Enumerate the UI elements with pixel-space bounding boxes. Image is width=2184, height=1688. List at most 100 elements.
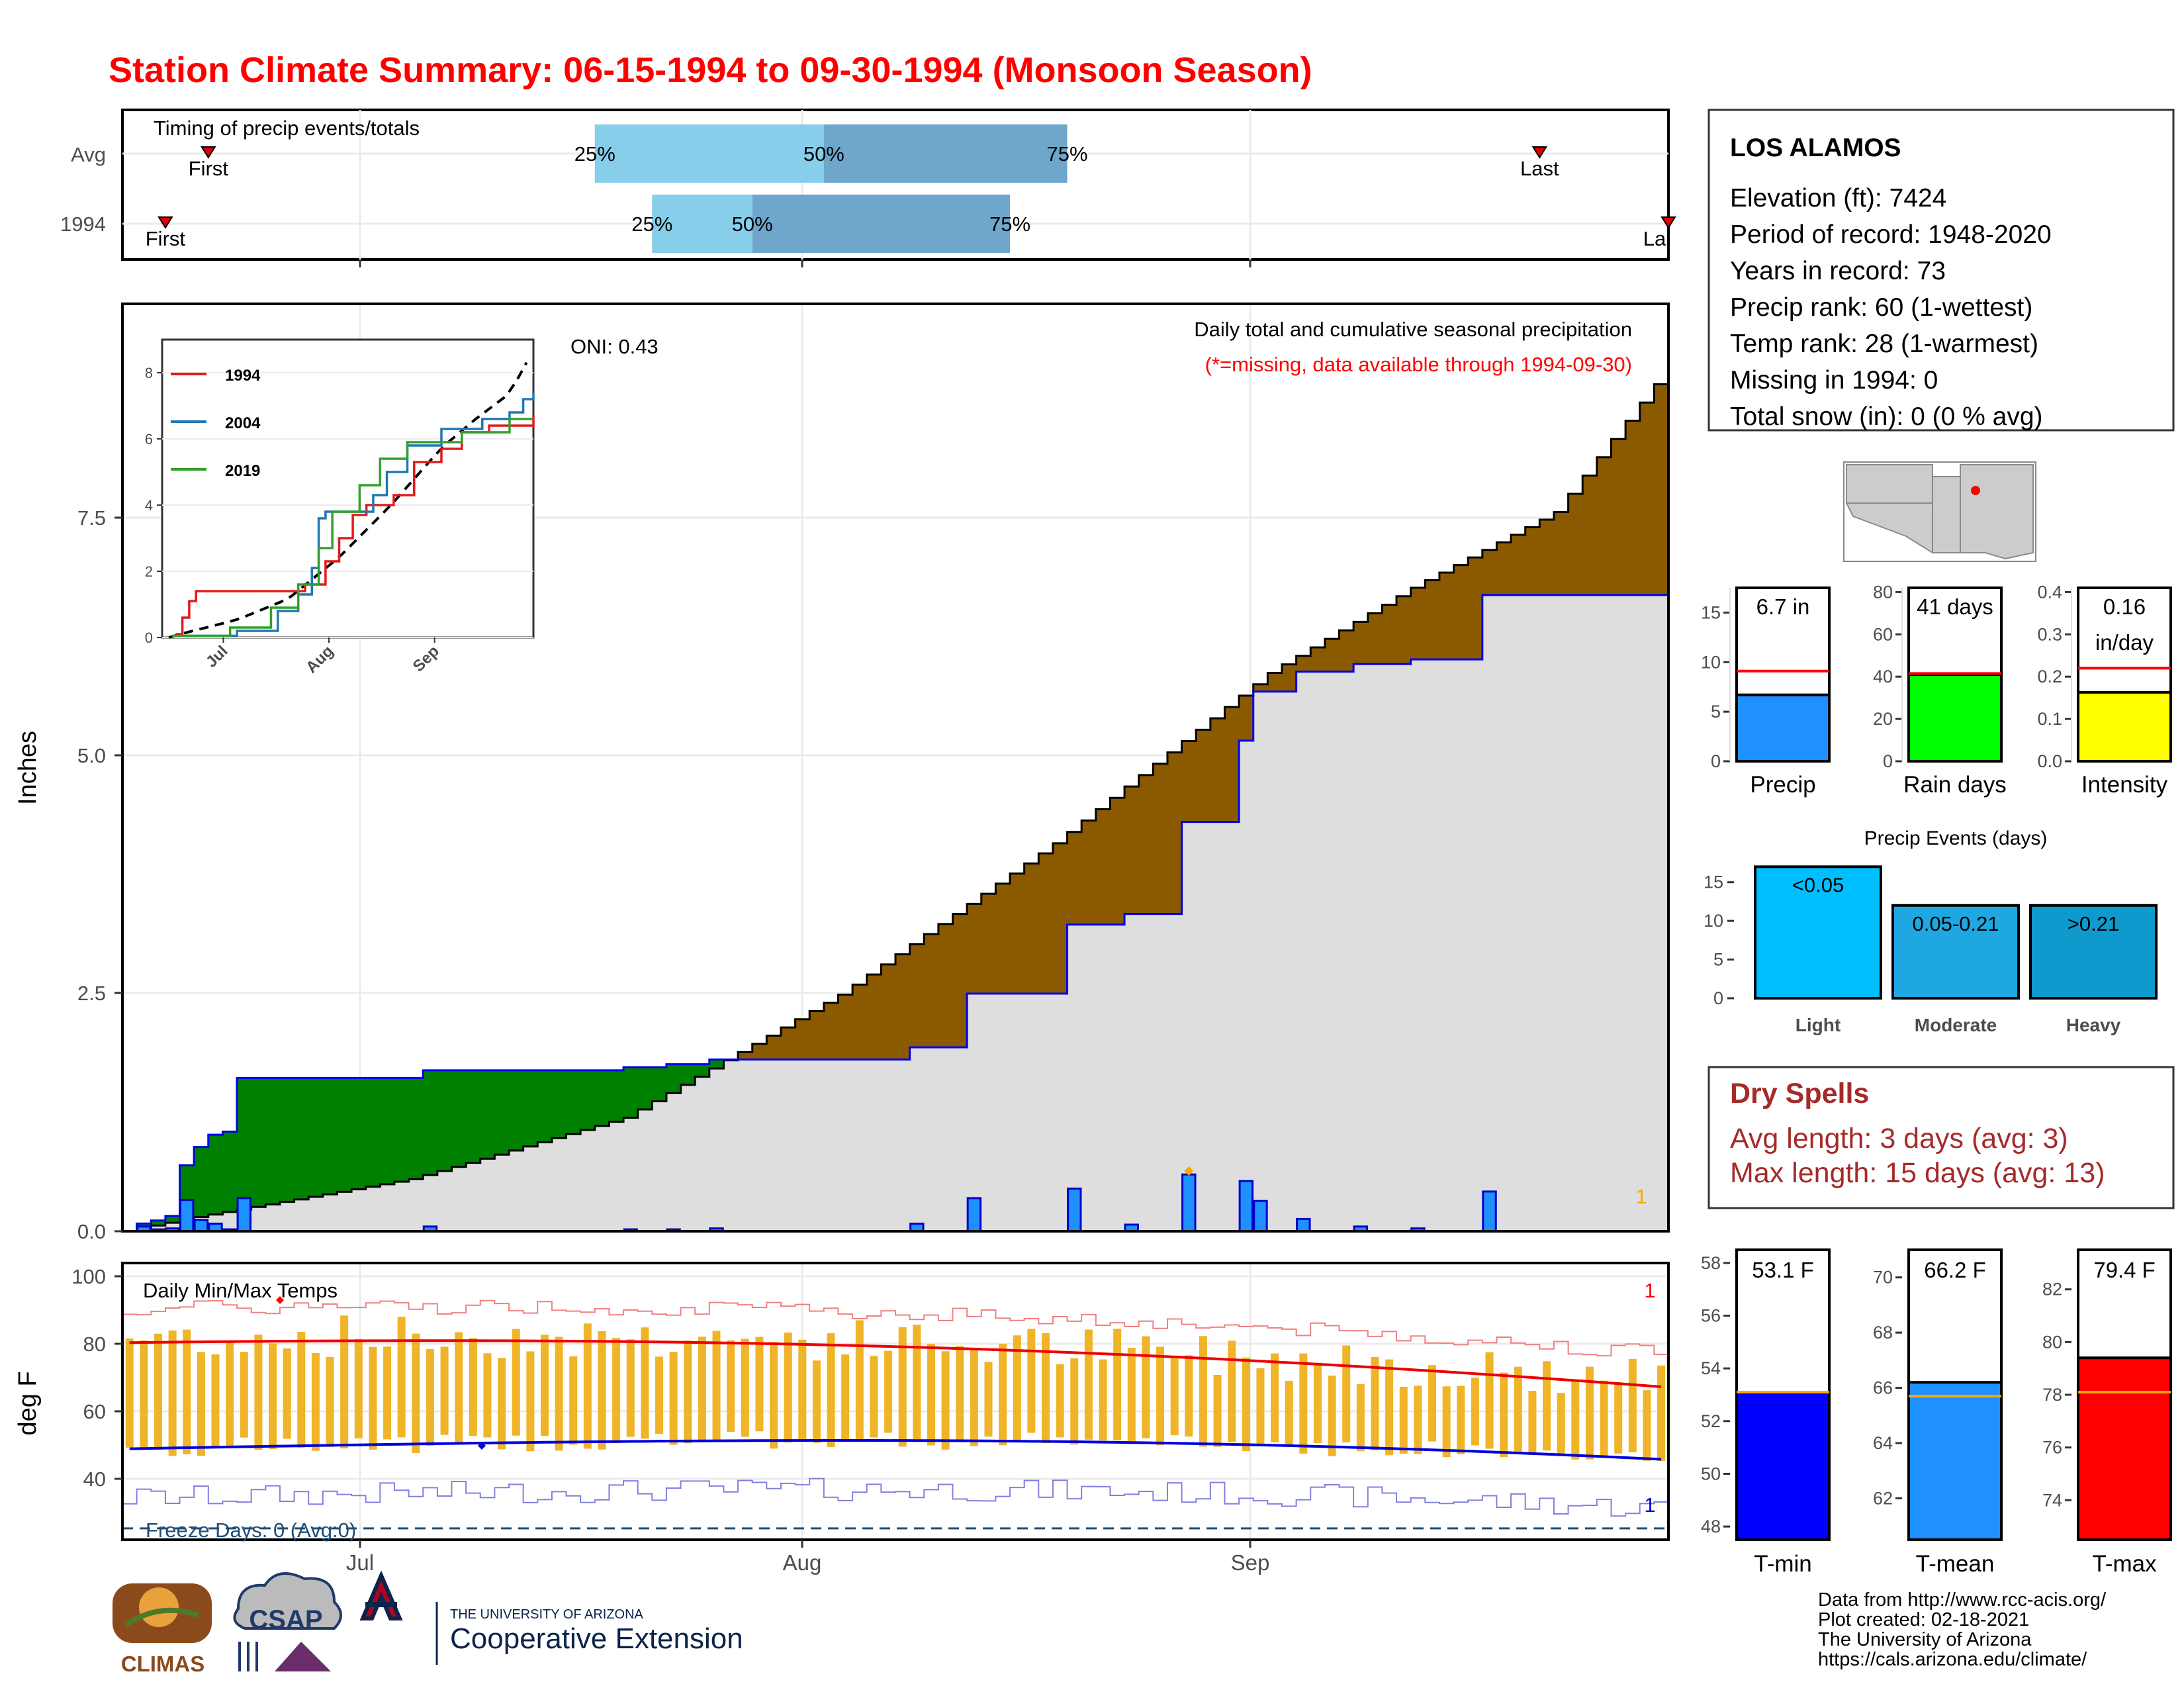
precip-events-chart: Precip Events (days) 0 5 10 15 <0.05 Light 0.0… xyxy=(1704,827,2173,1035)
inset-y-tick-label: 6 xyxy=(145,431,153,447)
inset-y-tick-label: 2 xyxy=(145,563,153,580)
daily-temp-range-bar xyxy=(469,1338,477,1436)
daily-temp-range-bar xyxy=(297,1331,306,1448)
station-name: LOS ALAMOS xyxy=(1730,134,1901,162)
precip-y-axis: 0.0 2.5 5.0 7.5 xyxy=(77,506,122,1243)
daily-temp-range-bar xyxy=(956,1346,964,1440)
daily-temp-range-bar xyxy=(1528,1391,1537,1454)
summary-bar-tick: 80 xyxy=(1873,582,1893,602)
dry-spells-avg: Avg length: 3 days (avg: 3) xyxy=(1730,1123,2068,1154)
date-x-axis: Jul Aug Sep xyxy=(346,1540,1269,1575)
daily-temp-range-bar xyxy=(798,1339,807,1442)
temp-y-tick-label: 80 xyxy=(83,1333,106,1356)
inset-y-tick-label: 8 xyxy=(145,365,153,381)
temp-summary-tick: 76 xyxy=(2042,1438,2062,1458)
daily-temp-range-bar xyxy=(1371,1356,1379,1451)
event-bar-moderate xyxy=(1891,904,2020,1000)
daily-temp-range-bar xyxy=(311,1352,320,1451)
first-event-marker xyxy=(158,216,173,229)
precip-panel: 0.0 2.5 5.0 7.5 Inches ONI: 0.43 Daily tota… xyxy=(14,303,1670,1243)
daily-temp-range-bar xyxy=(970,1348,978,1446)
station-detail-line: Total snow (in): 0 (0 % avg) xyxy=(1730,402,2043,431)
record-min-line xyxy=(122,1477,1668,1517)
csap-logo: CSAP xyxy=(233,1572,342,1671)
daily-temp-range-bar xyxy=(283,1348,291,1439)
daily-temp-range-bar xyxy=(812,1360,821,1443)
temp-panel: 40 60 80 100 Daily Min/Max Temps 1 1 Freeze… xyxy=(14,1262,1670,1575)
daily-temp-range-bar xyxy=(1414,1385,1422,1454)
daily-temp-range-bar xyxy=(927,1344,935,1446)
record-high-marker xyxy=(276,1296,284,1304)
precip-subcaption: (*=missing, data available through 1994-… xyxy=(1205,353,1632,376)
summary-bar-value xyxy=(2077,690,2172,763)
events-y-tick: 0 xyxy=(1713,988,1723,1008)
summary-bar-tick: 15 xyxy=(1701,602,1721,622)
daily-temp-range-bar xyxy=(354,1338,363,1438)
daily-temp-range-bar xyxy=(870,1356,878,1438)
temp-summary-value-bar xyxy=(2077,1356,2172,1542)
ua-logo-small-text: THE UNIVERSITY OF ARIZONA xyxy=(450,1607,644,1622)
temp-series xyxy=(122,1296,1668,1530)
summary-bar-tick: 0.4 xyxy=(2037,582,2062,602)
summary-bar-value-unit: in/day xyxy=(2095,630,2154,655)
event-bar-value-text: 0.05-0.21 xyxy=(1913,912,1999,935)
last-event-label: Last xyxy=(1520,157,1559,180)
daily-temp-range-bar xyxy=(1271,1353,1279,1442)
daily-temp-range-bar xyxy=(1042,1333,1050,1444)
inset-y-tick-label: 0 xyxy=(145,630,153,646)
timing-header: Timing of precip events/totals xyxy=(154,117,420,140)
temp-summary-value-text: 53.1 F xyxy=(1752,1258,1814,1282)
daily-temp-range-bar xyxy=(1657,1365,1666,1461)
cumulative-1994-line xyxy=(122,594,1668,1233)
temp-summary-tick: 56 xyxy=(1701,1306,1721,1326)
temp-summary-tick: 62 xyxy=(1873,1488,1893,1508)
summary-bar-tick: 0 xyxy=(1711,751,1721,771)
daily-temp-range-bar xyxy=(326,1356,334,1447)
events-y-tick: 15 xyxy=(1704,872,1723,892)
daily-temp-range-bar xyxy=(784,1333,792,1443)
daily-temp-range-bar xyxy=(1170,1358,1179,1436)
summary-bar-tick: 20 xyxy=(1873,709,1893,729)
temp-summary-tick: 48 xyxy=(1701,1517,1721,1536)
temp-summary-value-bar xyxy=(1907,1381,2003,1541)
temp-summary-label: T-mean xyxy=(1916,1551,1995,1577)
last-event-marker xyxy=(1661,216,1676,229)
daily-temp-range-bar xyxy=(569,1356,578,1445)
temp-y-tick-label: 40 xyxy=(83,1468,106,1491)
daily-temp-range-bar xyxy=(1213,1374,1222,1447)
daily-temp-range-bar xyxy=(655,1356,664,1434)
daily-precip-bar xyxy=(1296,1217,1311,1233)
daily-temp-range-bar xyxy=(1328,1376,1336,1456)
temp-header: Daily Min/Max Temps xyxy=(143,1279,338,1302)
daily-temp-range-bar xyxy=(1428,1365,1437,1442)
daily-temp-range-bar xyxy=(397,1317,406,1438)
temp-grid xyxy=(122,1263,1668,1540)
daily-temp-range-bar xyxy=(626,1339,635,1437)
page-title: Station Climate Summary: 06-15-1994 to 0… xyxy=(109,50,1312,90)
daily-temp-range-bar xyxy=(1543,1361,1551,1451)
max-precip-marker xyxy=(1184,1166,1194,1176)
daily-temp-range-bar xyxy=(1027,1329,1036,1433)
daily-temp-range-bar xyxy=(526,1351,535,1452)
daily-temp-range-bar xyxy=(240,1352,248,1438)
precip-events-bars: 0 5 10 15 <0.05 Light 0.05-0.21 Moderate >0.21 He… xyxy=(1704,865,2158,1035)
daily-temp-range-bar xyxy=(154,1333,162,1450)
daily-temp-range-bar xyxy=(999,1343,1007,1446)
daily-temp-range-bar xyxy=(440,1346,449,1435)
daily-temp-range-bar xyxy=(1385,1359,1394,1456)
daily-precip-bar xyxy=(1067,1188,1082,1233)
events-y-tick: 5 xyxy=(1713,950,1723,970)
daily-temp-range-bar xyxy=(1285,1380,1293,1446)
dry-spells-box: Dry Spells Avg length: 3 days (avg: 3) M… xyxy=(1707,1066,2175,1209)
summary-bar-intensity: 0.0 0.1 0.2 0.3 0.4 0.16 in/day Intensity xyxy=(2037,582,2172,798)
summary-bar-label: Precip xyxy=(1750,772,1815,798)
summary-bar-rain-days: 0 20 40 60 80 41 days Rain days xyxy=(1873,582,2007,798)
summary-bar-tick: 0.0 xyxy=(2037,751,2062,771)
daily-temp-range-bar xyxy=(1156,1346,1165,1446)
inset-legend: 1994 2004 2019 xyxy=(171,367,261,480)
daily-temp-range-bar xyxy=(340,1315,349,1449)
daily-temp-range-bar xyxy=(770,1342,778,1449)
climas-logo: CLIMAS xyxy=(113,1583,212,1676)
temp-y-axis-title: deg F xyxy=(14,1371,42,1435)
date-x-tick-label: Sep xyxy=(1231,1550,1270,1575)
